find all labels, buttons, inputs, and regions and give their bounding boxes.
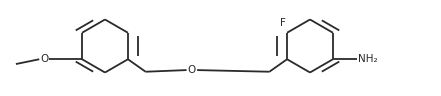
Text: O: O (188, 65, 196, 75)
Text: NH₂: NH₂ (358, 54, 377, 64)
Text: F: F (280, 18, 286, 28)
Text: O: O (41, 54, 49, 64)
